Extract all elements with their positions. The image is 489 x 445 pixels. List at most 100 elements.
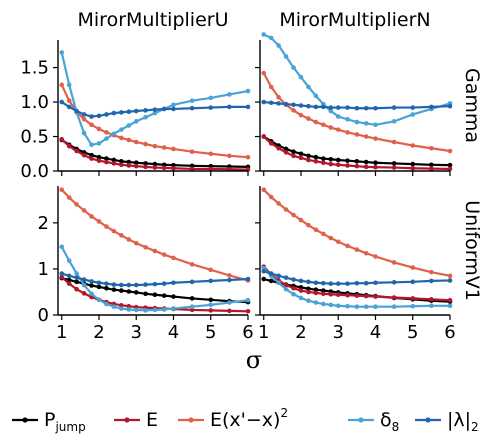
point-delta — [104, 301, 109, 307]
point-esq — [143, 244, 148, 250]
point-esq — [119, 135, 124, 141]
point-e — [126, 163, 132, 168]
point-lambda — [119, 110, 124, 115]
point-delta — [391, 119, 397, 124]
point-lambda — [335, 105, 341, 110]
point-pjump — [283, 146, 289, 152]
point-esq — [161, 252, 167, 257]
legend-label: E — [146, 409, 158, 431]
point-e — [143, 164, 148, 170]
point-pjump — [104, 156, 109, 161]
legend-entry-esq: E(x'−x)2 — [178, 406, 288, 431]
legend-label-subscript: jump — [54, 420, 85, 434]
point-e — [111, 161, 117, 166]
point-esq — [298, 217, 304, 223]
point-esq — [447, 273, 453, 279]
point-e — [335, 162, 341, 168]
point-delta — [189, 98, 195, 103]
point-e — [410, 296, 416, 301]
point-e — [391, 295, 397, 300]
point-pjump — [152, 161, 158, 167]
point-esq — [96, 126, 102, 132]
point-delta — [328, 108, 334, 114]
point-delta — [313, 93, 319, 99]
point-e — [119, 162, 124, 168]
point-delta — [306, 84, 311, 90]
point-lambda — [161, 281, 167, 286]
point-lambda — [283, 275, 289, 280]
x-tick-label: 4 — [370, 322, 381, 343]
x-axis-title: σ — [246, 346, 262, 374]
point-e — [245, 309, 251, 314]
point-delta — [126, 123, 132, 128]
point-delta — [298, 74, 304, 80]
point-e — [321, 160, 326, 166]
point-esq — [104, 224, 109, 229]
point-delta — [152, 110, 158, 116]
point-delta — [227, 300, 232, 305]
point-pjump — [104, 285, 109, 291]
point-delta — [208, 95, 214, 101]
point-lambda — [59, 99, 65, 105]
point-delta — [133, 119, 139, 124]
point-lambda — [363, 105, 369, 111]
point-esq — [81, 208, 87, 213]
point-e — [133, 163, 139, 169]
point-esq — [306, 116, 311, 121]
point-pjump — [354, 159, 360, 164]
legend-entry-delta: δ8 — [348, 409, 399, 434]
point-e — [208, 166, 214, 172]
point-delta — [328, 302, 334, 308]
point-lambda — [429, 104, 434, 110]
legend-label-subscript: 8 — [392, 420, 400, 434]
panel-1 — [255, 32, 453, 176]
point-delta — [291, 65, 296, 70]
point-delta — [410, 303, 416, 309]
point-lambda — [66, 104, 72, 110]
point-pjump — [119, 159, 124, 164]
point-lambda — [208, 278, 214, 284]
column-strip-label: MirorMultiplierU — [78, 9, 229, 31]
x-tick-label: 1 — [258, 322, 269, 343]
point-e — [59, 136, 65, 142]
point-esq — [335, 239, 341, 245]
series-lambda — [261, 268, 453, 286]
point-lambda — [152, 281, 158, 287]
point-pjump — [313, 154, 319, 160]
point-esq — [227, 153, 232, 159]
point-e — [283, 282, 289, 288]
point-delta — [261, 32, 267, 37]
point-lambda — [373, 105, 378, 111]
point-e — [298, 155, 304, 161]
point-lambda — [283, 101, 289, 107]
x-tick-label: 2 — [295, 322, 306, 343]
point-delta — [89, 142, 94, 148]
point-delta — [345, 303, 350, 309]
point-esq — [345, 243, 350, 249]
point-delta — [119, 127, 124, 132]
point-e — [313, 159, 319, 164]
point-e — [291, 153, 296, 159]
point-delta — [89, 291, 94, 297]
point-esq — [363, 134, 369, 139]
point-e — [208, 308, 214, 313]
point-lambda — [152, 107, 158, 112]
point-lambda — [261, 268, 267, 274]
x-tick-label: 3 — [131, 322, 142, 343]
point-lambda — [245, 276, 251, 282]
point-lambda — [111, 282, 117, 287]
point-pjump — [171, 294, 176, 299]
point-lambda — [104, 112, 109, 117]
point-esq — [208, 151, 214, 157]
point-esq — [335, 127, 341, 132]
legend-label-main: E — [146, 409, 158, 431]
point-esq — [81, 116, 87, 122]
point-esq — [261, 70, 267, 76]
point-esq — [313, 227, 319, 233]
point-e — [171, 165, 176, 171]
series-delta — [261, 32, 453, 128]
point-esq — [189, 149, 195, 154]
point-delta — [66, 258, 72, 263]
point-pjump — [208, 297, 214, 303]
legend-swatch-point — [425, 417, 431, 423]
